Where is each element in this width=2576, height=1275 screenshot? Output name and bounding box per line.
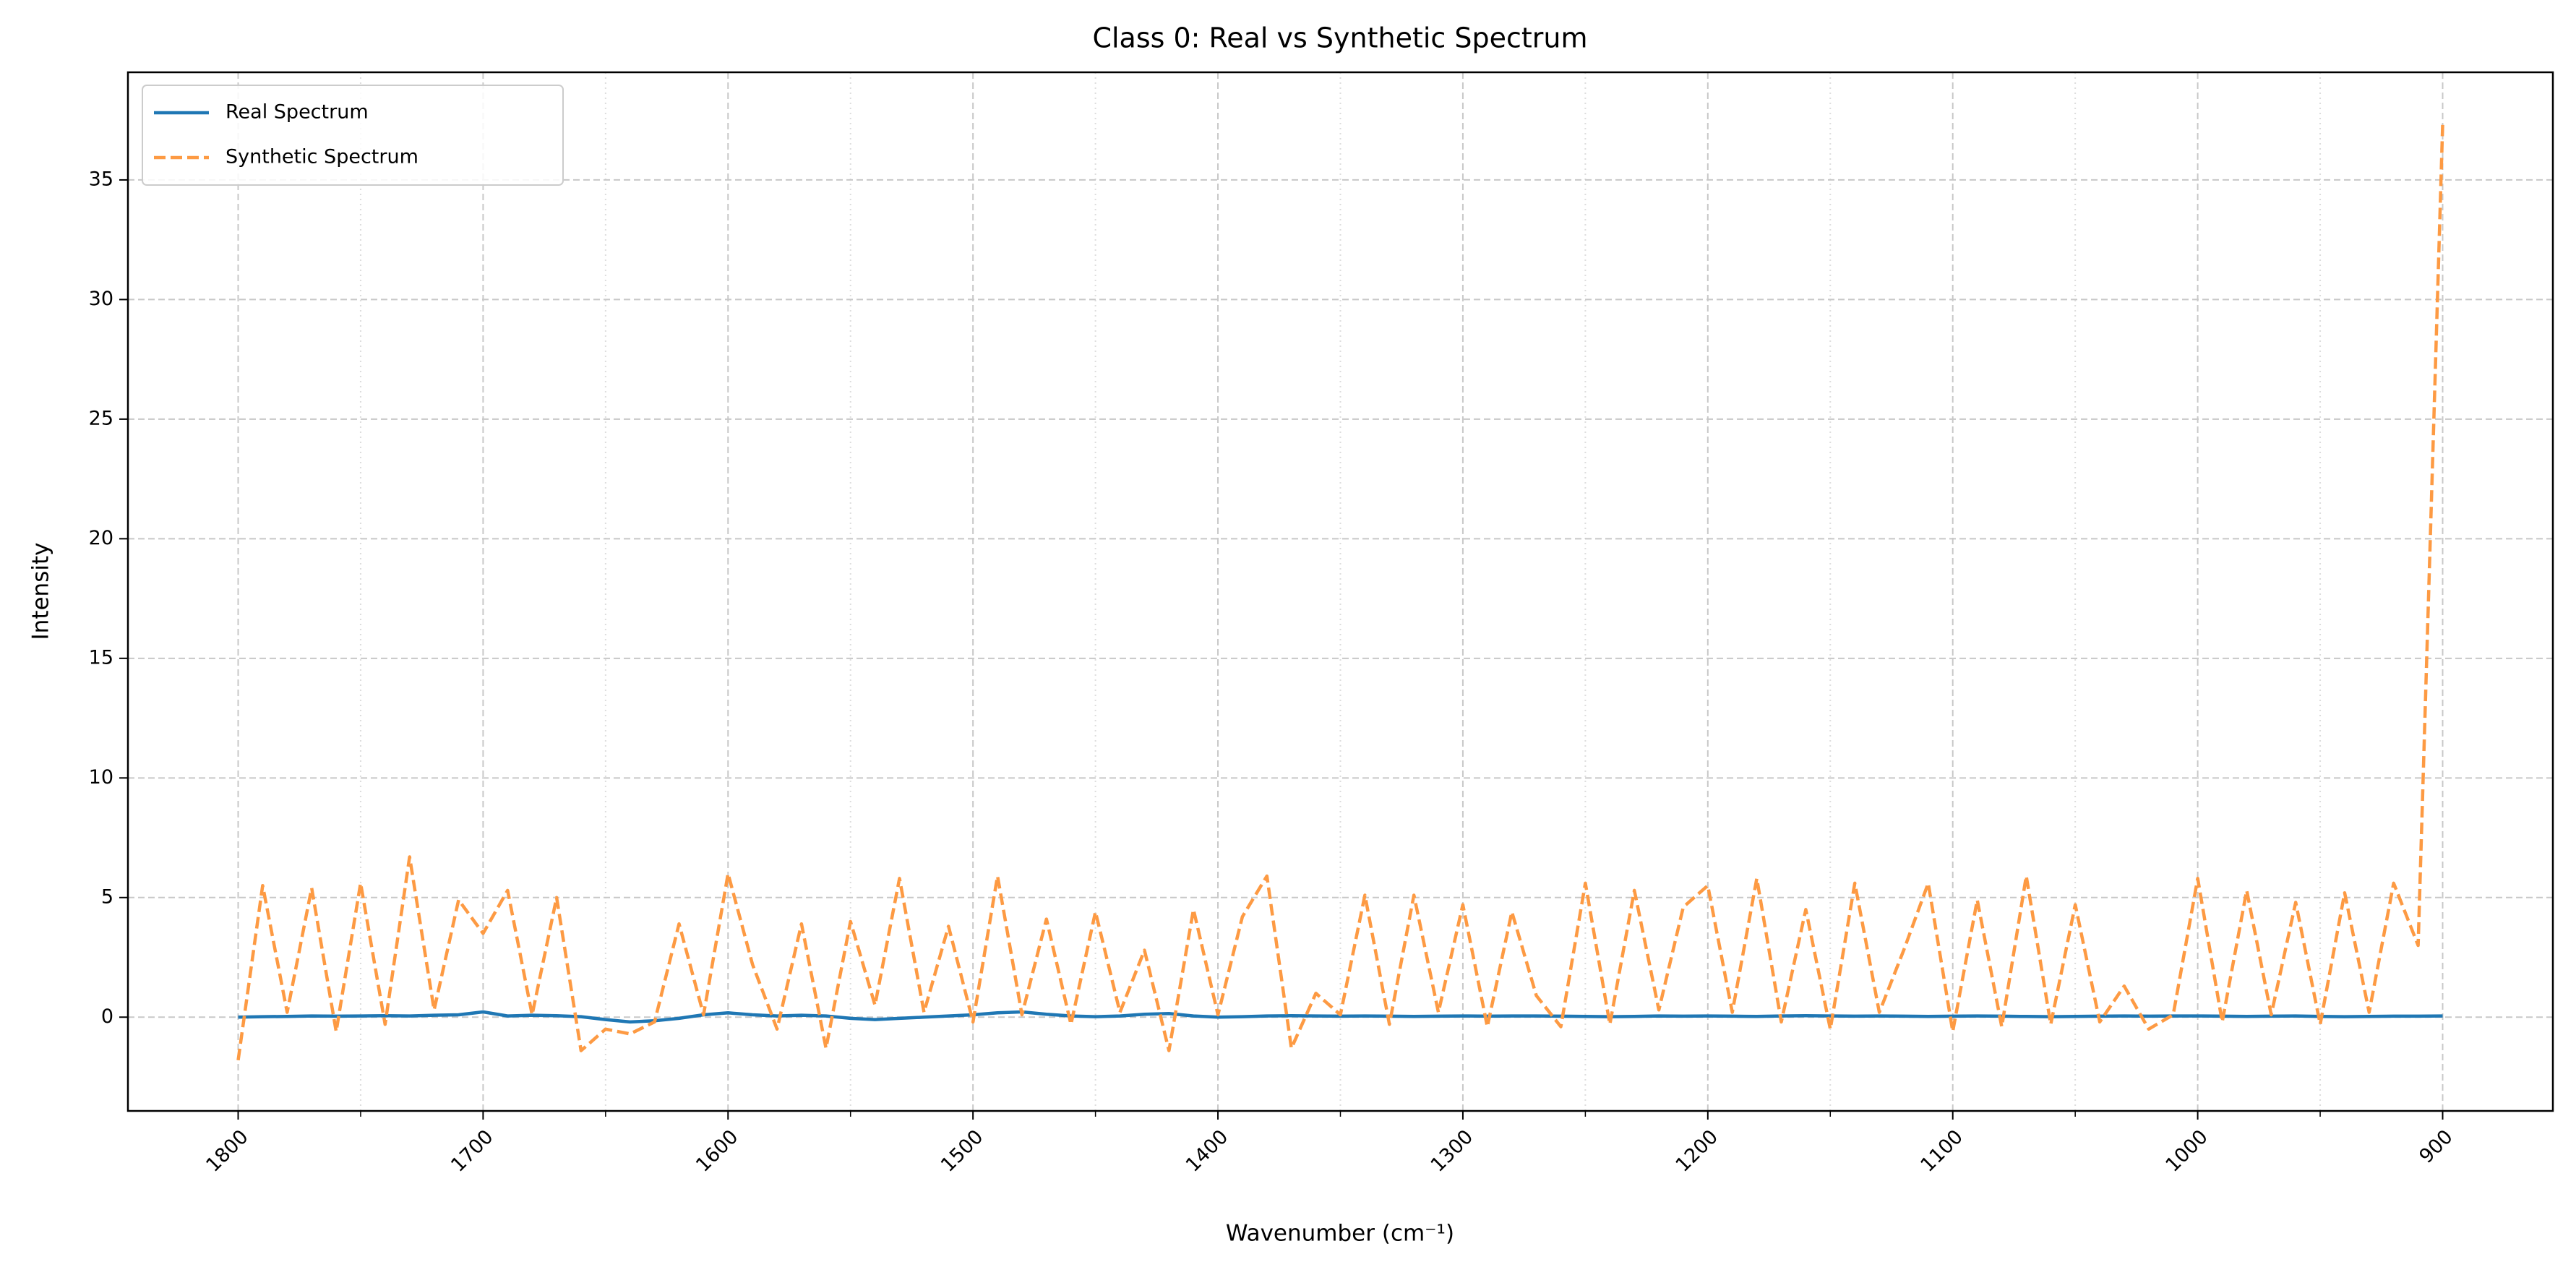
y-tick-label: 10 — [89, 766, 113, 789]
y-tick-label: 35 — [89, 168, 113, 190]
y-axis-label: Intensity — [28, 543, 54, 640]
legend-label: Real Spectrum — [226, 101, 369, 124]
x-axis-label: Wavenumber (cm⁻¹) — [1226, 1221, 1454, 1247]
plot-frame — [126, 71, 2554, 1112]
legend-box — [142, 85, 564, 186]
y-tick-label: 20 — [89, 527, 113, 549]
y-tick-label: 25 — [89, 407, 113, 429]
legend-label: Synthetic Spectrum — [226, 146, 418, 168]
data-line — [236, 124, 2444, 1061]
y-tick-label: 5 — [101, 885, 113, 908]
chart-title: Class 0: Real vs Synthetic Spectrum — [1092, 22, 1587, 54]
y-tick-label: 30 — [89, 288, 113, 310]
y-tick-label: 0 — [101, 1005, 113, 1028]
y-tick-label: 15 — [89, 646, 113, 669]
